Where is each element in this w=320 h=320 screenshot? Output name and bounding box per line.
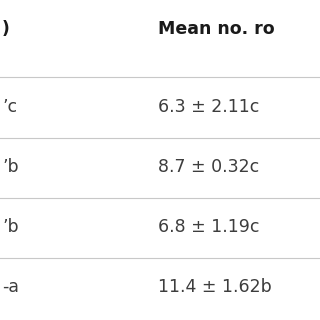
Text: 11.4 ± 1.62b: 11.4 ± 1.62b bbox=[158, 278, 272, 296]
Text: 6.8 ± 1.19c: 6.8 ± 1.19c bbox=[158, 218, 260, 236]
Text: Mean no. ro: Mean no. ro bbox=[158, 20, 275, 38]
Text: ): ) bbox=[2, 20, 10, 38]
Text: ʼc: ʼc bbox=[2, 98, 17, 116]
Text: ʼb: ʼb bbox=[2, 218, 19, 236]
Text: 8.7 ± 0.32c: 8.7 ± 0.32c bbox=[158, 158, 259, 176]
Text: ʼb: ʼb bbox=[2, 158, 19, 176]
Text: -a: -a bbox=[2, 278, 19, 296]
Text: 6.3 ± 2.11c: 6.3 ± 2.11c bbox=[158, 98, 260, 116]
